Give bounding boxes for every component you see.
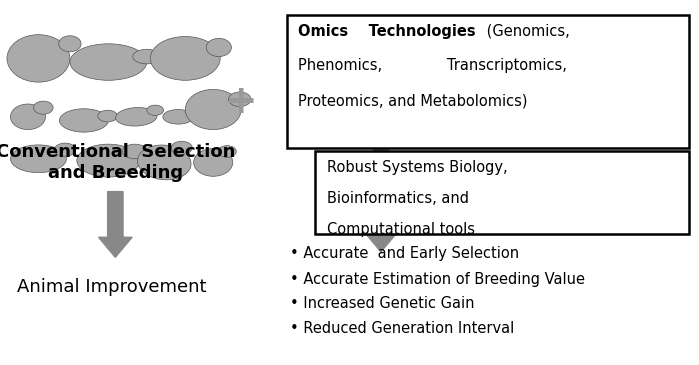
Text: and Breeding: and Breeding: [48, 165, 183, 182]
Ellipse shape: [70, 44, 147, 80]
Text: +: +: [225, 83, 257, 121]
Ellipse shape: [194, 149, 233, 176]
Ellipse shape: [98, 110, 117, 122]
Text: Conventional  Selection: Conventional Selection: [0, 143, 235, 161]
Ellipse shape: [34, 101, 53, 114]
Text: • Accurate Estimation of Breeding Value: • Accurate Estimation of Breeding Value: [290, 272, 585, 287]
Ellipse shape: [10, 145, 66, 173]
Ellipse shape: [122, 144, 147, 159]
FancyBboxPatch shape: [315, 151, 689, 234]
Ellipse shape: [229, 92, 251, 107]
Text: Robust Systems Biology,: Robust Systems Biology,: [327, 160, 507, 175]
Ellipse shape: [59, 36, 81, 52]
FancyArrow shape: [99, 192, 132, 257]
Text: • Reduced Generation Interval: • Reduced Generation Interval: [290, 321, 514, 336]
Ellipse shape: [115, 108, 157, 126]
Ellipse shape: [185, 89, 241, 130]
Ellipse shape: [171, 141, 192, 154]
Ellipse shape: [206, 38, 231, 57]
Ellipse shape: [150, 36, 220, 80]
Ellipse shape: [138, 145, 191, 180]
Ellipse shape: [7, 35, 70, 82]
Ellipse shape: [185, 107, 199, 116]
Text: Bioinformatics, and: Bioinformatics, and: [327, 191, 469, 206]
Text: • Increased Genetic Gain: • Increased Genetic Gain: [290, 296, 475, 311]
Ellipse shape: [163, 110, 194, 124]
Text: • Accurate  and Early Selection: • Accurate and Early Selection: [290, 246, 519, 261]
Text: Computational tools: Computational tools: [327, 222, 475, 237]
Ellipse shape: [133, 49, 161, 64]
Text: Animal Improvement: Animal Improvement: [17, 277, 207, 296]
Ellipse shape: [77, 144, 140, 177]
Ellipse shape: [10, 104, 45, 130]
Ellipse shape: [55, 143, 75, 156]
Ellipse shape: [147, 105, 164, 115]
FancyArrow shape: [364, 148, 398, 252]
FancyBboxPatch shape: [287, 15, 689, 148]
Text: Phenomics,              Transcriptomics,: Phenomics, Transcriptomics,: [298, 58, 568, 73]
Ellipse shape: [218, 146, 236, 157]
Text: Proteomics, and Metabolomics): Proteomics, and Metabolomics): [298, 93, 528, 108]
Text: Omics    Technologies: Omics Technologies: [298, 24, 476, 39]
Text: (Genomics,: (Genomics,: [482, 24, 570, 39]
Ellipse shape: [59, 109, 108, 132]
